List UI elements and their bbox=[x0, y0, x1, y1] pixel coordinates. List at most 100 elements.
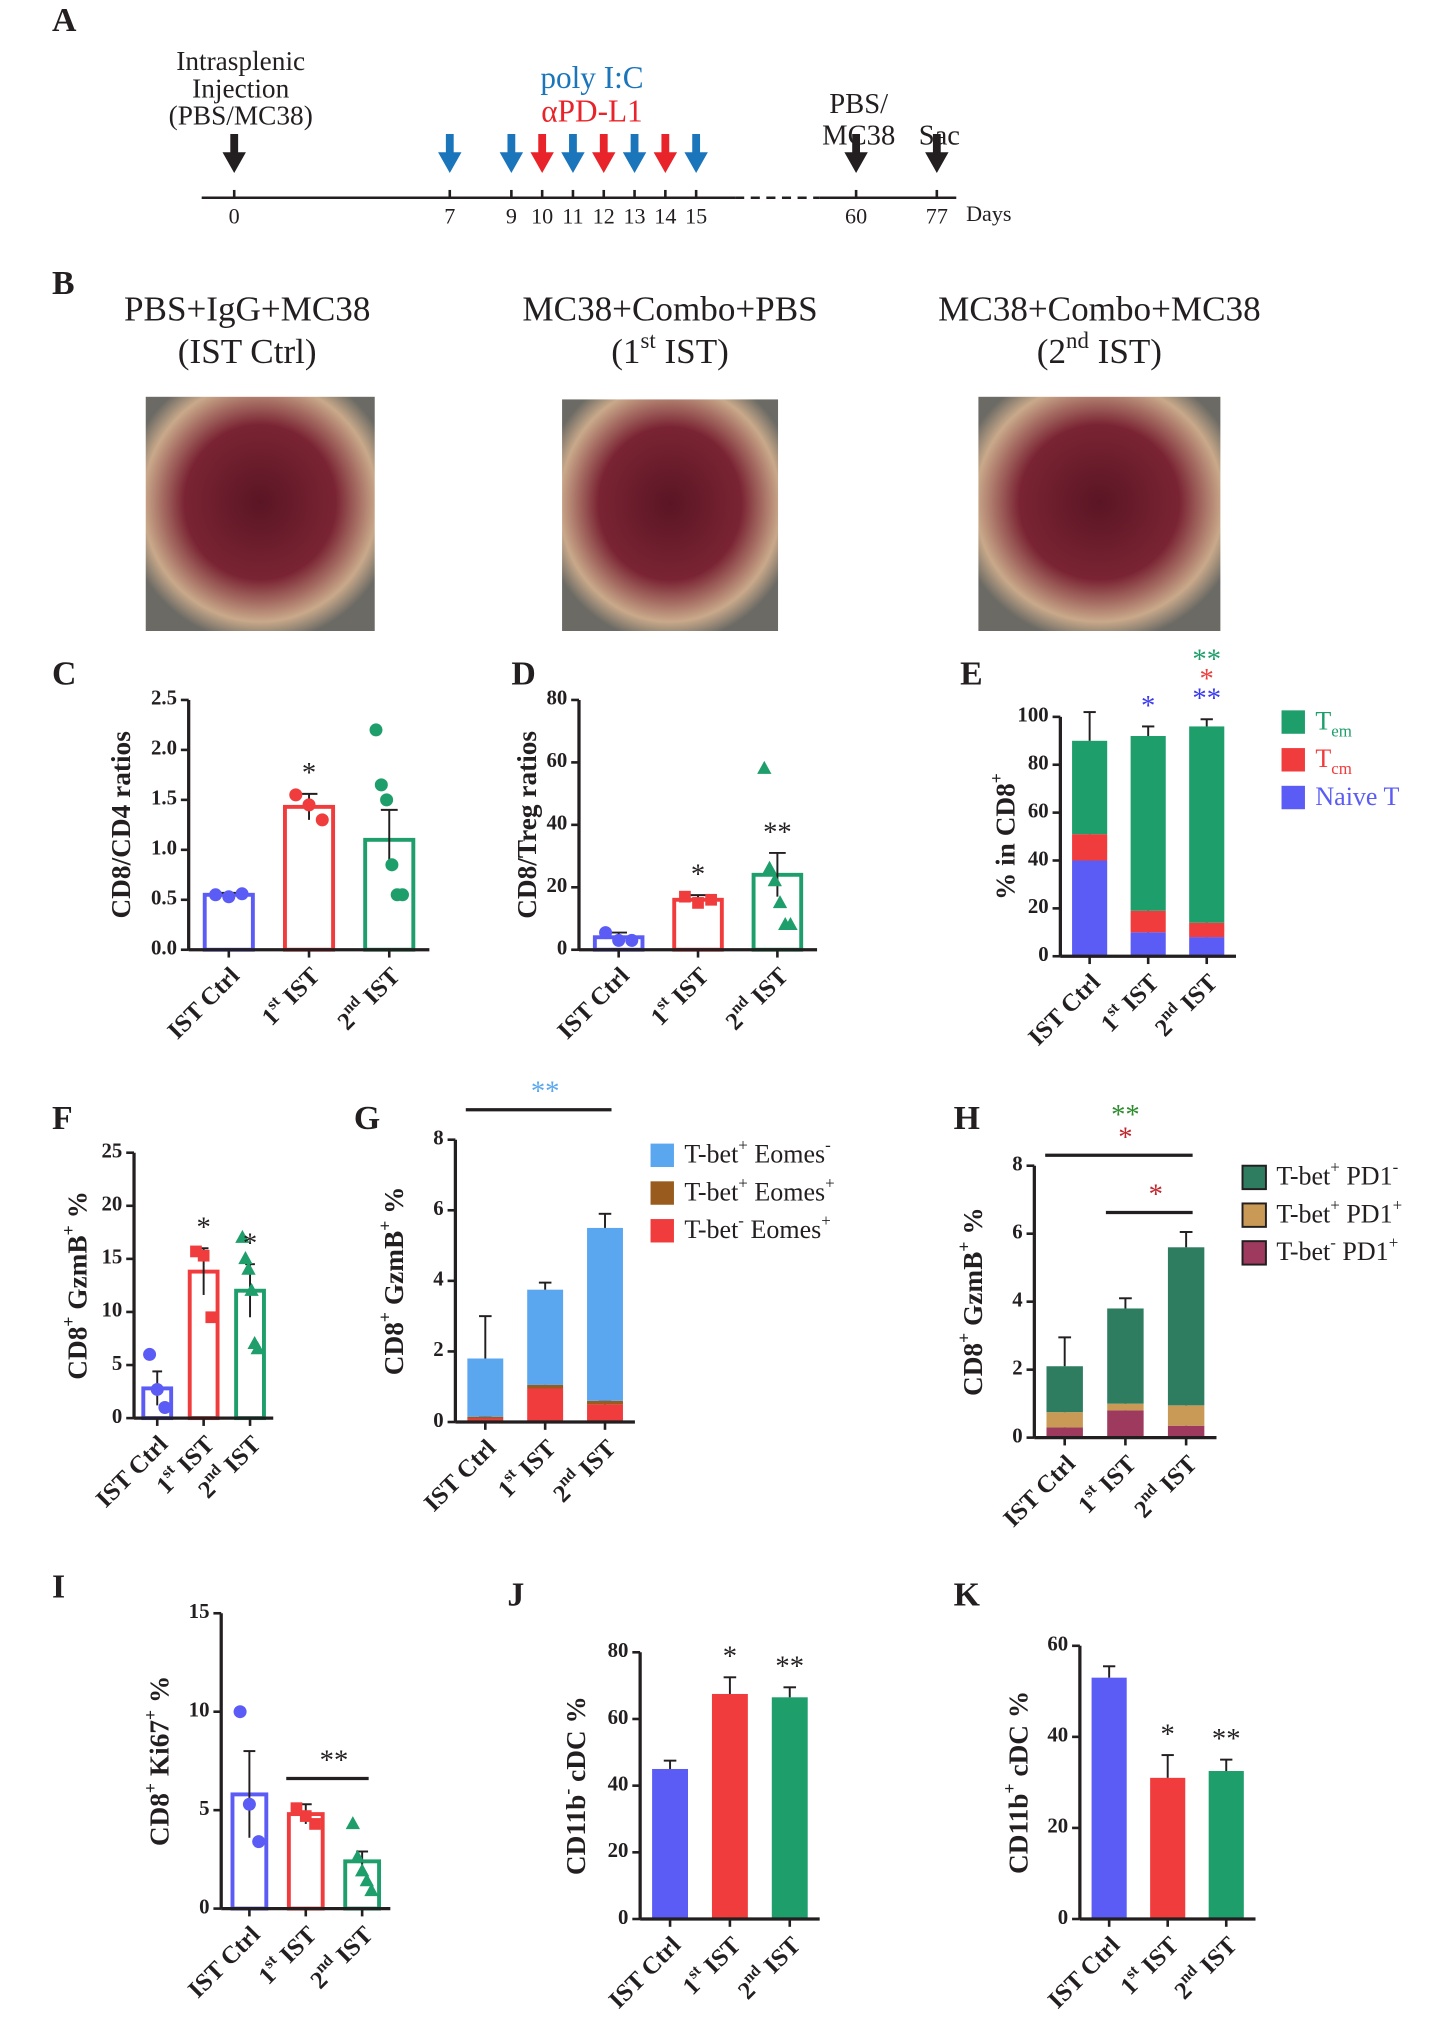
data-point bbox=[197, 1249, 210, 1262]
data-point bbox=[242, 1797, 256, 1811]
bar-segment bbox=[1107, 1308, 1144, 1404]
data-point bbox=[757, 760, 772, 774]
significance: * bbox=[1161, 1718, 1175, 1750]
arrow bbox=[684, 134, 708, 174]
y-axis-label: CD11b+ cDC % bbox=[999, 1691, 1033, 1874]
y-tick-label: 6 bbox=[1012, 1219, 1022, 1243]
y-tick-label: 0 bbox=[1038, 942, 1048, 966]
timeline-label: PBS/ bbox=[829, 88, 888, 120]
data-point bbox=[235, 887, 249, 901]
significance: ** bbox=[1212, 1723, 1241, 1755]
x-tick-label: 2nd IST bbox=[331, 960, 406, 1035]
timeline-label: MC38 bbox=[822, 119, 895, 151]
data-point bbox=[762, 860, 777, 874]
bar bbox=[1091, 1677, 1127, 1920]
y-tick-label: 15 bbox=[189, 1599, 210, 1623]
significance: ** bbox=[1192, 644, 1221, 676]
data-point bbox=[374, 778, 388, 792]
y-tick-label: 1.5 bbox=[151, 786, 177, 810]
timeline-label: Intrasplenic bbox=[176, 46, 305, 76]
data-point bbox=[289, 788, 303, 802]
data-point bbox=[158, 1400, 172, 1415]
bar bbox=[1150, 1777, 1186, 1920]
bar-segment bbox=[1072, 740, 1108, 835]
y-tick-label: 2.0 bbox=[151, 736, 177, 760]
y-tick-label: 0 bbox=[557, 936, 567, 960]
x-tick-label: 1st IST bbox=[644, 960, 715, 1031]
data-point bbox=[345, 1816, 361, 1830]
significance: ** bbox=[1192, 683, 1221, 715]
significance: * bbox=[243, 1228, 257, 1260]
day-label: 10 bbox=[531, 204, 553, 229]
photo-title: MC38+Combo+PBS bbox=[522, 289, 817, 328]
legend-label: T-bet+ Eomes+ bbox=[684, 1174, 834, 1207]
y-tick-label: 4 bbox=[433, 1267, 444, 1291]
data-point bbox=[233, 1705, 247, 1719]
photo bbox=[978, 396, 1221, 631]
bar-segment bbox=[1167, 1405, 1205, 1426]
treatment-label: αPD-L1 bbox=[541, 94, 642, 129]
x-tick-label: IST Ctrl bbox=[163, 962, 245, 1044]
y-tick-label: 0.0 bbox=[151, 936, 177, 960]
bar-segment bbox=[527, 1384, 564, 1389]
significance: * bbox=[196, 1212, 210, 1244]
y-tick-label: 0 bbox=[199, 1894, 209, 1918]
arrow bbox=[592, 134, 616, 174]
y-tick-label: 40 bbox=[1028, 846, 1049, 870]
data-point bbox=[679, 890, 691, 903]
data-point bbox=[205, 1311, 218, 1324]
timeline-label: (PBS/MC38) bbox=[169, 101, 313, 131]
data-point bbox=[359, 1873, 374, 1887]
photo-title: (IST Ctrl) bbox=[178, 332, 317, 371]
y-tick-label: 40 bbox=[1047, 1723, 1068, 1747]
bar-segment bbox=[1107, 1410, 1144, 1438]
y-axis-label: CD11b- cDC % bbox=[557, 1696, 591, 1875]
bar bbox=[652, 1768, 689, 1920]
panel-label: H bbox=[954, 1100, 980, 1137]
y-tick-label: 20 bbox=[102, 1192, 123, 1216]
legend-label: Naive T bbox=[1315, 782, 1399, 811]
y-tick-label: 60 bbox=[1028, 798, 1049, 822]
data-point bbox=[395, 888, 409, 902]
y-tick-label: 100 bbox=[1017, 703, 1048, 727]
y-tick-label: 10 bbox=[102, 1298, 123, 1322]
x-tick-label: 2nd IST bbox=[303, 1919, 378, 1994]
x-tick-label: 2nd IST bbox=[731, 1929, 806, 2004]
day-label: 77 bbox=[926, 204, 948, 229]
y-tick-label: 20 bbox=[1028, 894, 1049, 918]
bar-segment bbox=[587, 1400, 623, 1405]
x-tick-label: IST Ctrl bbox=[1023, 969, 1105, 1051]
y-tick-label: 2 bbox=[433, 1337, 443, 1361]
bar-segment bbox=[1046, 1366, 1083, 1413]
timeline-label: Sac bbox=[919, 119, 960, 151]
data-point bbox=[252, 1835, 266, 1849]
y-tick-label: 1.0 bbox=[151, 836, 177, 860]
significance: * bbox=[1141, 690, 1155, 722]
legend-swatch bbox=[1241, 1240, 1267, 1266]
panel-label: C bbox=[52, 655, 76, 692]
significance: * bbox=[723, 1641, 737, 1673]
y-tick-label: 0 bbox=[1058, 1905, 1068, 1929]
panel-label: A bbox=[52, 2, 77, 39]
timeline-label: Injection bbox=[192, 73, 289, 103]
data-point bbox=[705, 893, 717, 906]
day-label: 11 bbox=[562, 204, 583, 229]
significance: * bbox=[1200, 663, 1214, 695]
y-tick-label: 0.5 bbox=[151, 886, 177, 910]
data-point bbox=[369, 723, 383, 737]
data-point bbox=[385, 858, 399, 872]
day-label: 13 bbox=[623, 204, 645, 229]
y-tick-label: 60 bbox=[608, 1705, 629, 1729]
arrow bbox=[844, 134, 868, 174]
data-point bbox=[350, 1849, 365, 1863]
arrow bbox=[653, 134, 678, 174]
data-point bbox=[625, 933, 639, 947]
significance: ** bbox=[531, 1076, 560, 1108]
